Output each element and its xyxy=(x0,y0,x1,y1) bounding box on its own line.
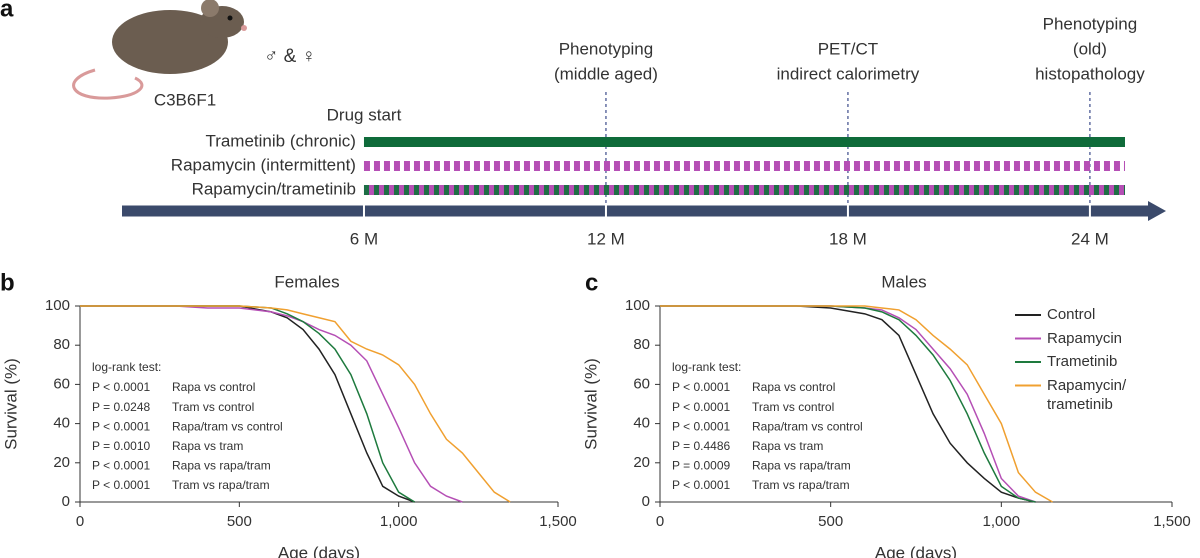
y-tick-label: 80 xyxy=(53,336,70,353)
y-axis-label: Survival (%) xyxy=(1,358,20,450)
x-tick-label: 500 xyxy=(818,513,843,530)
panel-label: b xyxy=(0,269,15,296)
x-tick-label: 1,500 xyxy=(539,513,577,530)
timeline-tick-label: 12 M xyxy=(587,229,625,248)
p-value: P < 0.0001 xyxy=(672,400,730,414)
legend-label: Rapamycin xyxy=(1047,329,1123,347)
strain-label: C3B6F1 xyxy=(154,90,216,109)
p-value: P = 0.0009 xyxy=(672,459,730,473)
y-tick-label: 0 xyxy=(642,493,650,510)
x-tick-label: 1,000 xyxy=(380,513,418,530)
y-tick-label: 20 xyxy=(633,454,650,471)
legend-item: Trametinib xyxy=(1047,353,1118,370)
legend-item: Control xyxy=(1047,306,1096,323)
x-tick-label: 500 xyxy=(227,513,252,530)
legend-label: Trametinib xyxy=(1047,353,1118,370)
event-label: histopathology xyxy=(1035,64,1145,83)
comparison: Rapa vs control xyxy=(752,380,835,394)
event-label: Phenotyping xyxy=(559,39,654,58)
y-tick-label: 100 xyxy=(45,297,70,314)
p-value: P < 0.0001 xyxy=(672,478,730,492)
p-value: P < 0.0001 xyxy=(92,459,150,473)
event-label: (old) xyxy=(1073,39,1107,58)
mouse-nose xyxy=(241,25,247,31)
legend-label: Control xyxy=(1047,306,1096,323)
legend-item: Rapamycin/ trametinib xyxy=(1047,376,1127,413)
x-tick-label: 1,000 xyxy=(983,513,1021,530)
x-tick-label: 0 xyxy=(656,513,664,530)
comparison: Rapa vs control xyxy=(172,380,255,394)
mouse-body xyxy=(112,10,228,74)
arrow-head xyxy=(1148,201,1166,221)
event-label: indirect calorimetry xyxy=(777,64,920,83)
p-value: P = 0.4486 xyxy=(672,439,730,453)
y-tick-label: 40 xyxy=(633,415,650,432)
comparison: Rapa vs rapa/tram xyxy=(172,459,271,473)
comparison: Rapa vs tram xyxy=(172,439,243,453)
regimen-label: Rapamycin (intermittent) xyxy=(171,155,356,174)
y-axis-label: Survival (%) xyxy=(581,358,600,450)
comparison: Rapa/tram vs control xyxy=(752,419,863,433)
p-value: P < 0.0001 xyxy=(92,380,150,394)
comparison: Rapa vs tram xyxy=(752,439,823,453)
x-tick-label: 0 xyxy=(76,513,84,530)
p-value: P < 0.0001 xyxy=(672,419,730,433)
mouse-tail xyxy=(72,68,144,100)
x-axis-label: Age (days) xyxy=(875,543,957,558)
comparison: Rapa/tram vs control xyxy=(172,419,283,433)
survival-curve xyxy=(80,305,463,503)
mouse-eye xyxy=(227,15,233,21)
chart-title: Males xyxy=(881,272,926,291)
y-tick-label: 60 xyxy=(53,375,70,392)
drug-start-label: Drug start xyxy=(327,105,402,124)
y-tick-label: 100 xyxy=(625,297,650,314)
timeline-tick-label: 24 M xyxy=(1071,229,1109,248)
x-axis-label: Age (days) xyxy=(278,543,360,558)
legend-item: Rapamycin xyxy=(1047,329,1123,347)
timeline-tick-label: 18 M xyxy=(829,229,867,248)
regimen-label: Trametinib (chronic) xyxy=(205,131,356,150)
event-label: Phenotyping xyxy=(1043,14,1138,33)
p-value: P = 0.0248 xyxy=(92,400,150,414)
legend-label: Rapamycin/ trametinib xyxy=(1047,376,1127,413)
event-label: (middle aged) xyxy=(554,64,658,83)
comparison: Rapa vs rapa/tram xyxy=(752,459,851,473)
survival-curve xyxy=(80,305,511,503)
sexes-label: ♂ & ♀ xyxy=(264,46,316,67)
y-tick-label: 40 xyxy=(53,415,70,432)
comparison: Tram vs rapa/tram xyxy=(752,478,850,492)
y-tick-label: 60 xyxy=(633,375,650,392)
p-value: P = 0.0010 xyxy=(92,439,150,453)
stats-title: log-rank test: xyxy=(672,360,741,374)
p-value: P < 0.0001 xyxy=(92,478,150,492)
mouse-ear xyxy=(201,0,219,17)
survival-curve xyxy=(660,305,1053,503)
y-tick-label: 0 xyxy=(62,493,70,510)
chart-title: Females xyxy=(274,272,339,291)
y-tick-label: 20 xyxy=(53,454,70,471)
event-label: PET/CT xyxy=(818,39,878,58)
x-tick-label: 1,500 xyxy=(1153,513,1191,530)
comparison: Tram vs rapa/tram xyxy=(172,478,270,492)
timeline-tick-label: 6 M xyxy=(350,229,378,248)
comparison: Tram vs control xyxy=(172,400,254,414)
regimen-label: Rapamycin/trametinib xyxy=(192,179,356,198)
p-value: P < 0.0001 xyxy=(672,380,730,394)
y-tick-label: 80 xyxy=(633,336,650,353)
mouse-illustration xyxy=(72,0,247,100)
panel-label: a xyxy=(0,0,14,22)
p-value: P < 0.0001 xyxy=(92,419,150,433)
stats-title: log-rank test: xyxy=(92,360,161,374)
comparison: Tram vs control xyxy=(752,400,834,414)
panel-label: c xyxy=(585,269,598,296)
